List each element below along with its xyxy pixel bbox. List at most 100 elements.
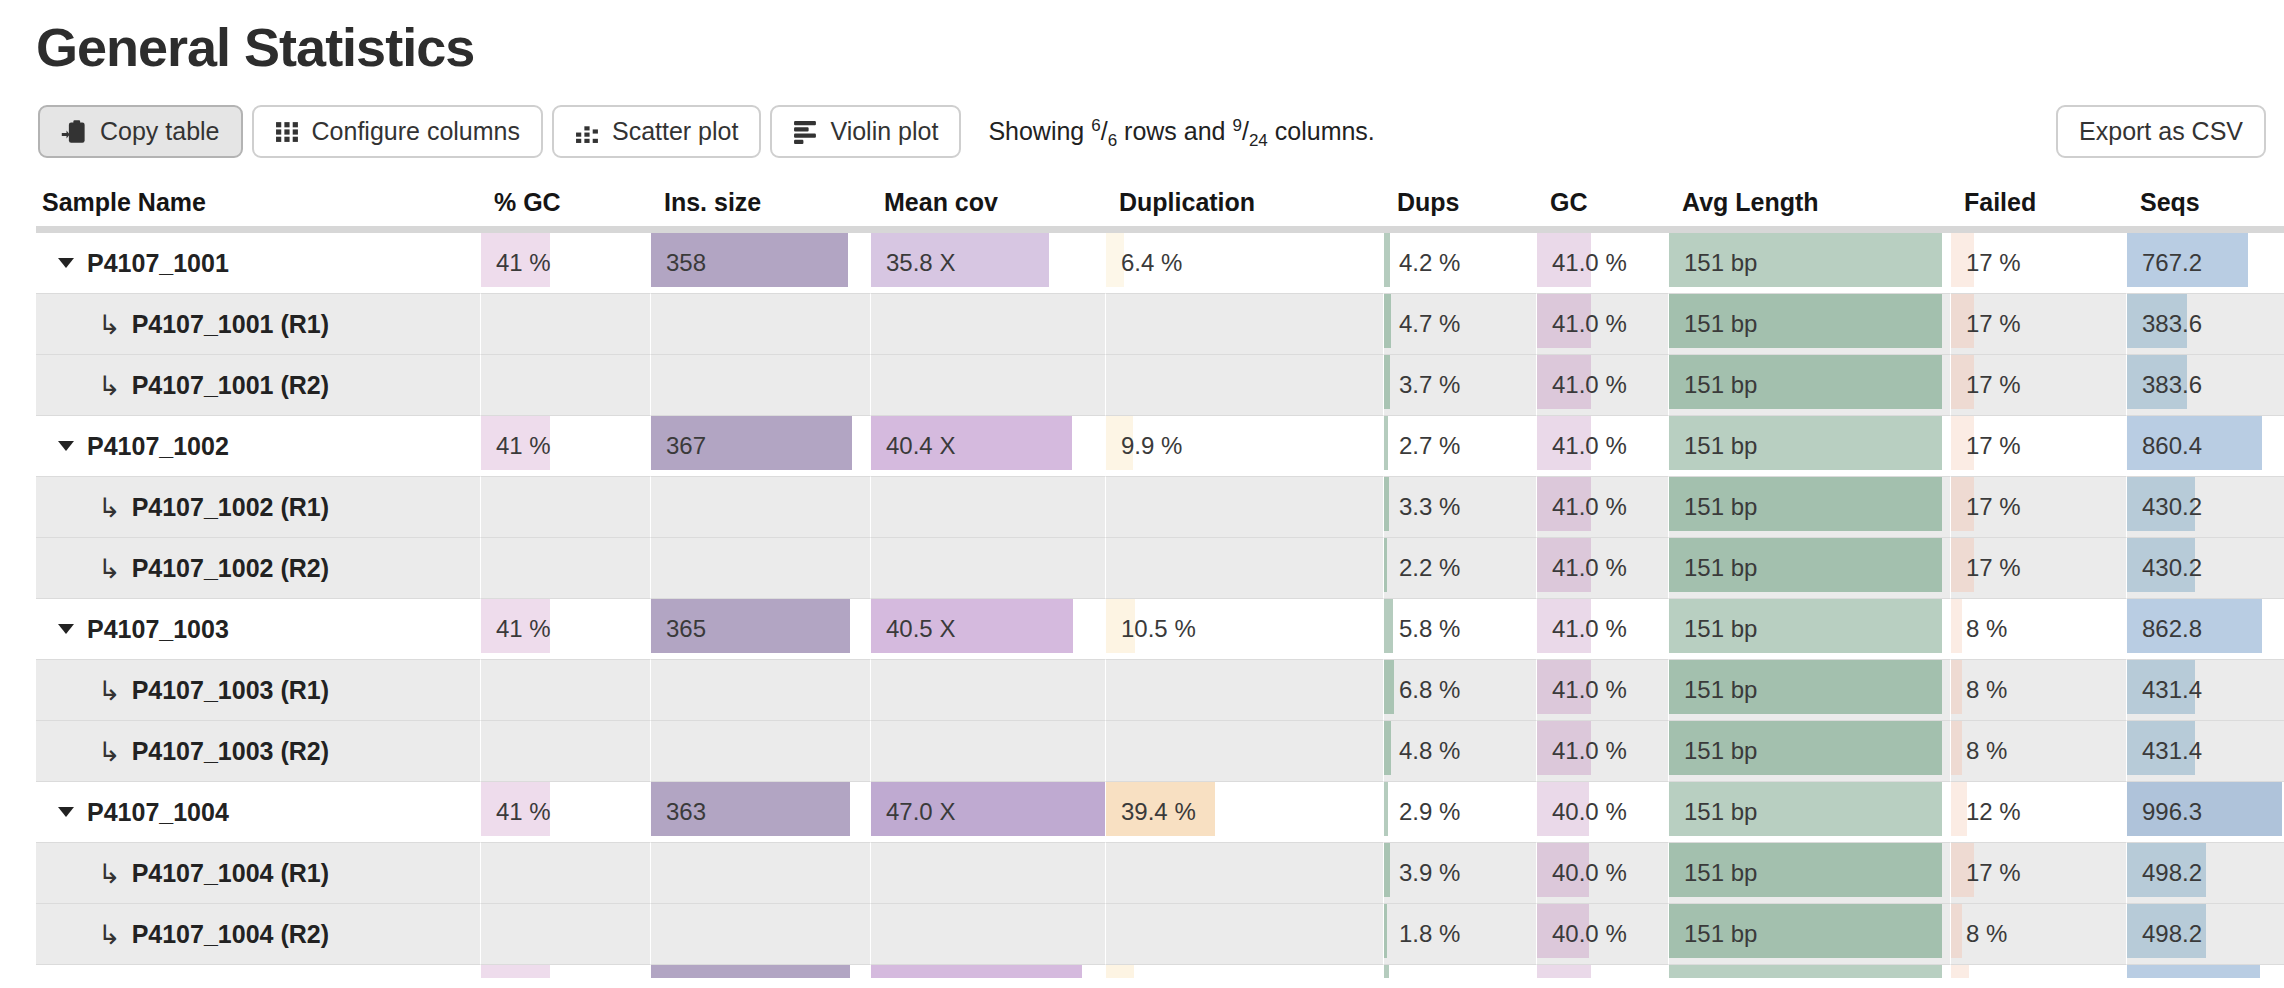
- subrow-arrow-icon: ↳: [98, 311, 121, 338]
- cell-pct-gc: [480, 965, 650, 978]
- cell-mean-cov: [870, 538, 1105, 599]
- copy-table-label: Copy table: [100, 117, 220, 146]
- rows-total: 6: [1108, 131, 1117, 150]
- general-statistics-table: Sample Name% GCIns. sizeMean covDuplicat…: [36, 176, 2284, 978]
- configure-columns-label: Configure columns: [312, 117, 520, 146]
- cell-value: 431.4: [2127, 676, 2202, 704]
- cell-avg-length: 151 bp: [1668, 721, 1950, 782]
- column-header-ins-size[interactable]: Ins. size: [650, 176, 870, 233]
- sample-name-label: P4107_1001 (R2): [132, 371, 329, 400]
- cell-value: 2.2 %: [1384, 554, 1460, 582]
- cell-mean-cov: [870, 904, 1105, 965]
- cell-failed: [1950, 965, 2126, 978]
- cell-seqs: 383.6: [2126, 294, 2284, 355]
- cell-value: 9.9 %: [1106, 432, 1182, 460]
- cell-value: 358: [651, 249, 706, 277]
- sample-name-label: P4107_1002 (R2): [132, 554, 329, 583]
- cell-value: 151 bp: [1669, 554, 1757, 582]
- column-header-dups[interactable]: Dups: [1383, 176, 1536, 233]
- column-header-gc[interactable]: GC: [1536, 176, 1668, 233]
- expand-caret-icon[interactable]: [58, 624, 74, 634]
- cell-gc: 41.0 %: [1536, 660, 1668, 721]
- cell-failed: 17 %: [1950, 843, 2126, 904]
- cell-seqs: 767.2: [2126, 233, 2284, 294]
- cell-pct-gc: 41 %: [480, 782, 650, 843]
- cell-mean-cov: [870, 660, 1105, 721]
- cell-ins-size: 358: [650, 233, 870, 294]
- cell-pct-gc: 41 %: [480, 233, 650, 294]
- cell-value: 17 %: [1951, 554, 2021, 582]
- sample-name-label: P4107_1002 (R1): [132, 493, 329, 522]
- cell-duplication: [1105, 477, 1383, 538]
- column-header-seqs[interactable]: Seqs: [2126, 176, 2284, 233]
- cell-value: 430.2: [2127, 554, 2202, 582]
- cell-sample-name: ↳P4107_1002 (R2): [36, 538, 480, 599]
- cell-value: 39.4 %: [1106, 798, 1196, 826]
- subrow-arrow-icon: ↳: [98, 738, 121, 765]
- copy-table-button[interactable]: Copy table: [38, 105, 243, 158]
- cell-value: 17 %: [1951, 249, 2021, 277]
- cell-value: 8 %: [1951, 615, 2007, 643]
- cell-avg-length: 151 bp: [1668, 599, 1950, 660]
- cell-seqs: 498.2: [2126, 904, 2284, 965]
- cell-duplication: [1105, 965, 1383, 978]
- configure-columns-button[interactable]: Configure columns: [252, 105, 543, 158]
- column-header-failed[interactable]: Failed: [1950, 176, 2126, 233]
- table-header-row: Sample Name% GCIns. sizeMean covDuplicat…: [36, 176, 2284, 233]
- cell-gc: 40.0 %: [1536, 843, 1668, 904]
- cell-mean-cov: 40.5 X: [870, 599, 1105, 660]
- expand-caret-icon[interactable]: [58, 807, 74, 817]
- cell-pct-gc: [480, 477, 650, 538]
- cell-pct-gc: 41 %: [480, 599, 650, 660]
- cell-value: 17 %: [1951, 493, 2021, 521]
- column-header-sample-name[interactable]: Sample Name: [36, 176, 480, 233]
- table-row: ↳P4107_1004 (R2)1.8 %40.0 %151 bp8 %498.…: [36, 904, 2284, 965]
- value-bar: [1106, 965, 1134, 978]
- column-header-avg-length[interactable]: Avg Length: [1668, 176, 1950, 233]
- expand-caret-icon[interactable]: [58, 441, 74, 451]
- scatter-plot-button[interactable]: Scatter plot: [552, 105, 761, 158]
- cell-value: 6.8 %: [1384, 676, 1460, 704]
- cell-value: 767.2: [2127, 249, 2202, 277]
- table-row: P4107_100141 %35835.8 X6.4 %4.2 %41.0 %1…: [36, 233, 2284, 294]
- cell-seqs: 383.6: [2126, 355, 2284, 416]
- cell-duplication: 9.9 %: [1105, 416, 1383, 477]
- cell-duplication: 10.5 %: [1105, 599, 1383, 660]
- cell-sample-name: ↳P4107_1003 (R1): [36, 660, 480, 721]
- cell-dups: 4.7 %: [1383, 294, 1536, 355]
- cell-pct-gc: 41 %: [480, 416, 650, 477]
- cell-avg-length: 151 bp: [1668, 782, 1950, 843]
- subrow-arrow-icon: ↳: [98, 372, 121, 399]
- export-csv-button[interactable]: Export as CSV: [2056, 105, 2266, 158]
- cell-mean-cov: 40.4 X: [870, 416, 1105, 477]
- expand-caret-icon[interactable]: [58, 258, 74, 268]
- cell-value: 41.0 %: [1537, 615, 1627, 643]
- cell-duplication: [1105, 843, 1383, 904]
- table-row: P4107_100241 %36740.4 X9.9 %2.7 %41.0 %1…: [36, 416, 2284, 477]
- cell-duplication: [1105, 294, 1383, 355]
- sample-name-label: P4107_1002: [87, 432, 229, 461]
- cell-dups: 5.8 %: [1383, 599, 1536, 660]
- column-header-duplication[interactable]: Duplication: [1105, 176, 1383, 233]
- cell-ins-size: [650, 721, 870, 782]
- cell-mean-cov: [870, 294, 1105, 355]
- violin-plot-button[interactable]: Violin plot: [770, 105, 961, 158]
- cell-sample-name: ↳ P4107_1001 (R2): [36, 355, 480, 416]
- cell-value: 4.2 %: [1384, 249, 1460, 277]
- cell-dups: 2.2 %: [1383, 538, 1536, 599]
- cell-sample-name: ↳P4107_1001 (R1): [36, 294, 480, 355]
- value-bar: [871, 965, 1082, 978]
- cell-seqs: 996.3: [2126, 782, 2284, 843]
- cell-ins-size: [650, 965, 870, 978]
- cell-value: 3.3 %: [1384, 493, 1460, 521]
- cell-sample-name: P4107_1001: [36, 233, 480, 294]
- cell-value: 41 %: [481, 798, 551, 826]
- cell-value: 17 %: [1951, 310, 2021, 338]
- cell-value: 498.2: [2127, 859, 2202, 887]
- cell-value: 41.0 %: [1537, 676, 1627, 704]
- cell-sample-name: P4107_1004: [36, 782, 480, 843]
- column-header-mean-cov[interactable]: Mean cov: [870, 176, 1105, 233]
- column-header-pct-gc[interactable]: % GC: [480, 176, 650, 233]
- cell-value: 4.8 %: [1384, 737, 1460, 765]
- cell-gc: [1536, 965, 1668, 978]
